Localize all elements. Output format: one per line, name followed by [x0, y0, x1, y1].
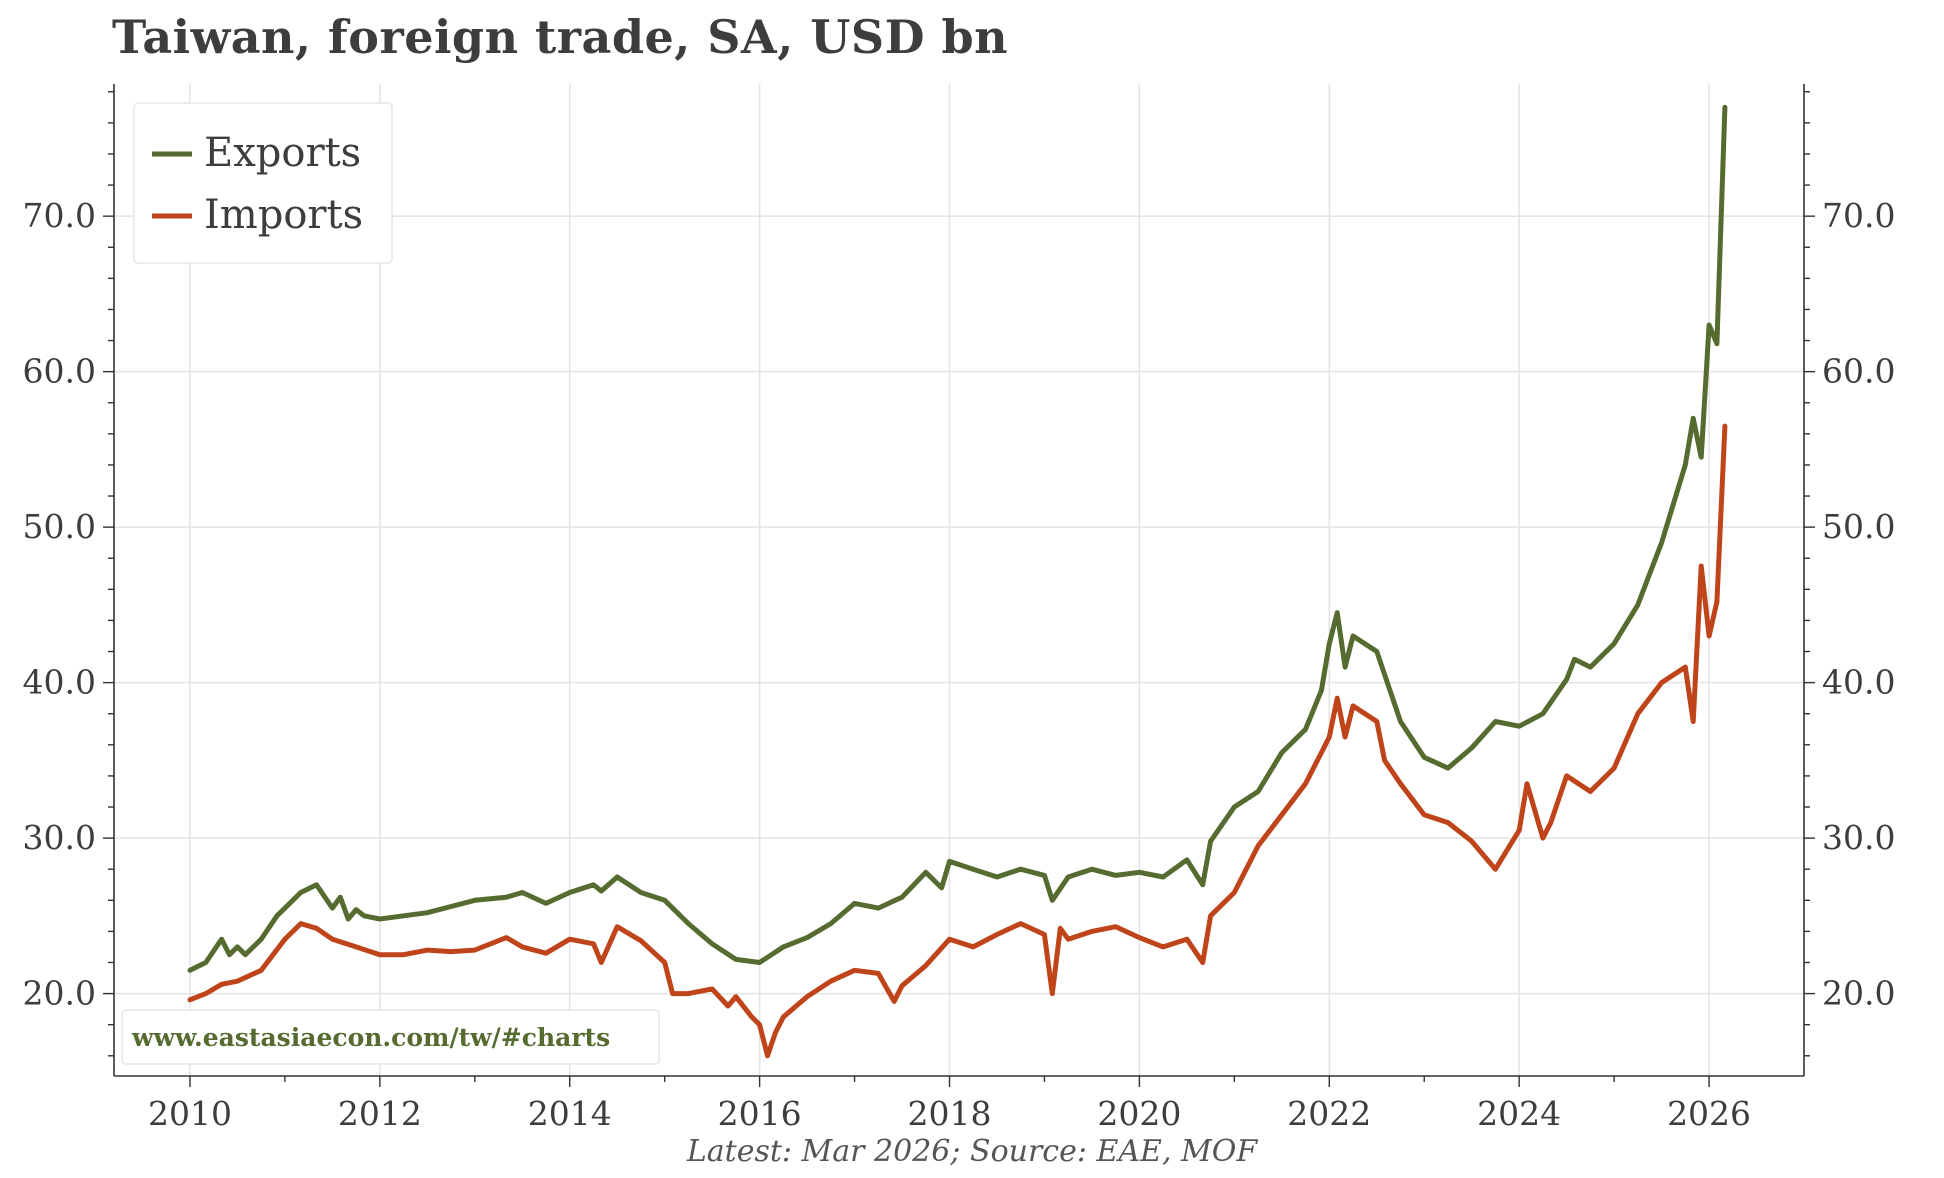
series-line-imports [187, 423, 1728, 1059]
x-tick-label: 2016 [718, 1094, 802, 1133]
y-tick-label-left: 20.0 [23, 974, 96, 1013]
y-tick-label-right: 20.0 [1822, 974, 1895, 1013]
legend-label-exports: Exports [204, 130, 361, 176]
y-tick-label-right: 40.0 [1822, 663, 1895, 702]
x-tick-label: 2026 [1667, 1094, 1751, 1133]
x-tick-label: 2018 [908, 1094, 992, 1133]
watermark: www.eastasiaecon.com/tw/#charts [121, 1009, 660, 1065]
legend: Exports Imports [133, 102, 393, 264]
y-tick-label-left: 50.0 [23, 507, 96, 546]
y-tick-label-left: 30.0 [23, 818, 96, 857]
axes: 20.0 20.0 30.0 30.0 40.0 40.0 50.0 50.0 60.0 60.0… [23, 84, 1895, 1133]
y-tick-label-right: 60.0 [1822, 352, 1895, 391]
y-tick-label-left: 60.0 [23, 352, 96, 391]
legend-box [133, 102, 393, 264]
x-tick-label: 2014 [528, 1094, 612, 1133]
x-tick-label: 2012 [338, 1094, 422, 1133]
x-tick-label: 2020 [1097, 1094, 1181, 1133]
y-tick-label-right: 50.0 [1822, 507, 1895, 546]
x-tick-label: 2010 [148, 1094, 232, 1133]
x-tick-label: 2024 [1477, 1094, 1561, 1133]
x-tick-label: 2022 [1287, 1094, 1371, 1133]
y-tick-label-left: 70.0 [23, 196, 96, 235]
legend-label-imports: Imports [204, 192, 363, 238]
series-line-exports [187, 104, 1728, 973]
watermark-text: www.eastasiaecon.com/tw/#charts [131, 1023, 610, 1052]
watermark-box [121, 1009, 660, 1065]
y-tick-label-left: 40.0 [23, 663, 96, 702]
y-tick-label-right: 30.0 [1822, 818, 1895, 857]
series-lines [187, 104, 1728, 1059]
y-tick-label-right: 70.0 [1822, 196, 1895, 235]
chart-footer: Latest: Mar 2026; Source: EAE, MOF [686, 1134, 1258, 1169]
chart-title: Taiwan, foreign trade, SA, USD bn [112, 10, 1009, 64]
